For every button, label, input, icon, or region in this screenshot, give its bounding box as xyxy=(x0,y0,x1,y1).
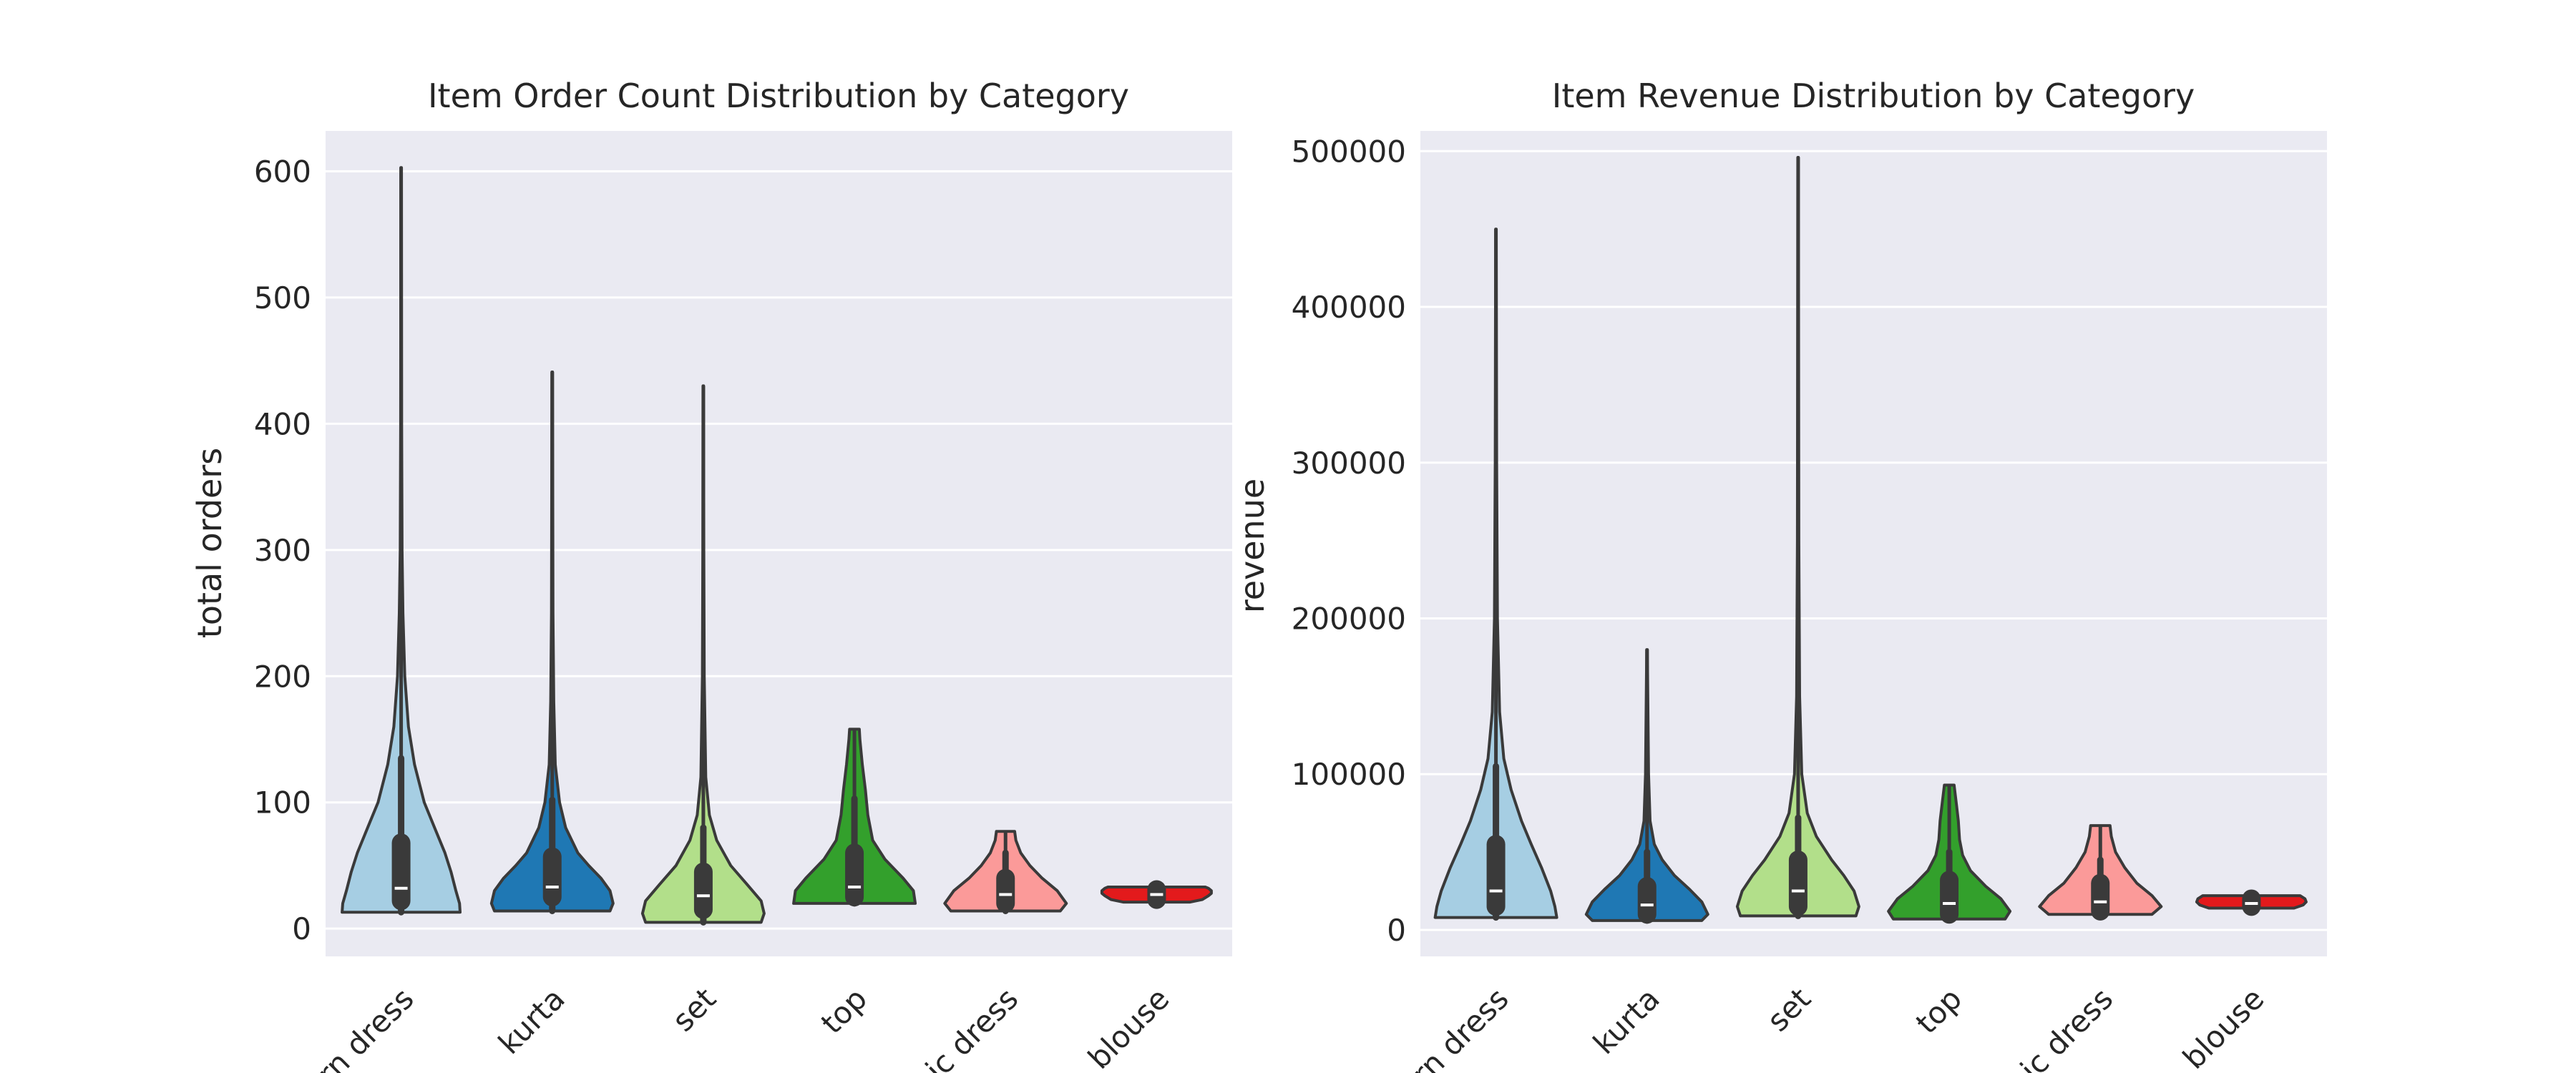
order-count-x-tick-label: set xyxy=(665,981,723,1038)
order-count-chart-title: Item Order Count Distribution by Categor… xyxy=(428,77,1129,115)
revenue-y-tick-label: 200000 xyxy=(1292,602,1406,637)
revenue-y-tick-label: 100000 xyxy=(1292,757,1406,792)
revenue-x-tick-label: set xyxy=(1760,981,1818,1038)
order-count-y-tick-label: 200 xyxy=(254,659,311,694)
order-count-y-axis-label: total orders xyxy=(190,448,229,638)
order-count-y-tick-label: 100 xyxy=(254,785,311,820)
order-count-chart: Item Order Count Distribution by Categor… xyxy=(190,77,1232,1073)
revenue-y-axis-label: revenue xyxy=(1233,479,1272,613)
order-count-x-tick-label: rn dress xyxy=(310,981,420,1073)
order-count-y-tick-label: 0 xyxy=(292,911,311,946)
order-count-y-tick-label: 600 xyxy=(254,154,311,189)
revenue-y-tick-label: 300000 xyxy=(1292,446,1406,481)
revenue-chart-title: Item Revenue Distribution by Category xyxy=(1552,77,2195,115)
order-count-x-tick-label: top xyxy=(814,981,874,1040)
order-count-plot-area xyxy=(326,131,1232,956)
revenue-x-tick-label: blouse xyxy=(2176,981,2270,1073)
revenue-x-tick-label: ic dress xyxy=(2014,981,2119,1073)
order-count-x-tick-label: blouse xyxy=(1081,981,1176,1073)
revenue-chart: Item Revenue Distribution by Category re… xyxy=(1233,77,2327,1073)
order-count-y-tick-label: 500 xyxy=(254,280,311,315)
revenue-plot-area xyxy=(1420,131,2327,956)
order-count-y-tick-label: 300 xyxy=(254,533,311,568)
revenue-x-tick-label: top xyxy=(1909,981,1968,1040)
revenue-x-tick-label: kurta xyxy=(1586,981,1667,1061)
order-count-y-tick-label: 400 xyxy=(254,406,311,441)
revenue-y-tick-label: 400000 xyxy=(1292,290,1406,325)
order-count-x-tick-label: kurta xyxy=(492,981,572,1061)
revenue-y-tick-label: 500000 xyxy=(1292,134,1406,169)
order-count-x-tick-label: ic dress xyxy=(919,981,1025,1073)
revenue-y-tick-label: 0 xyxy=(1387,913,1406,948)
revenue-x-tick-label: rn dress xyxy=(1405,981,1515,1073)
